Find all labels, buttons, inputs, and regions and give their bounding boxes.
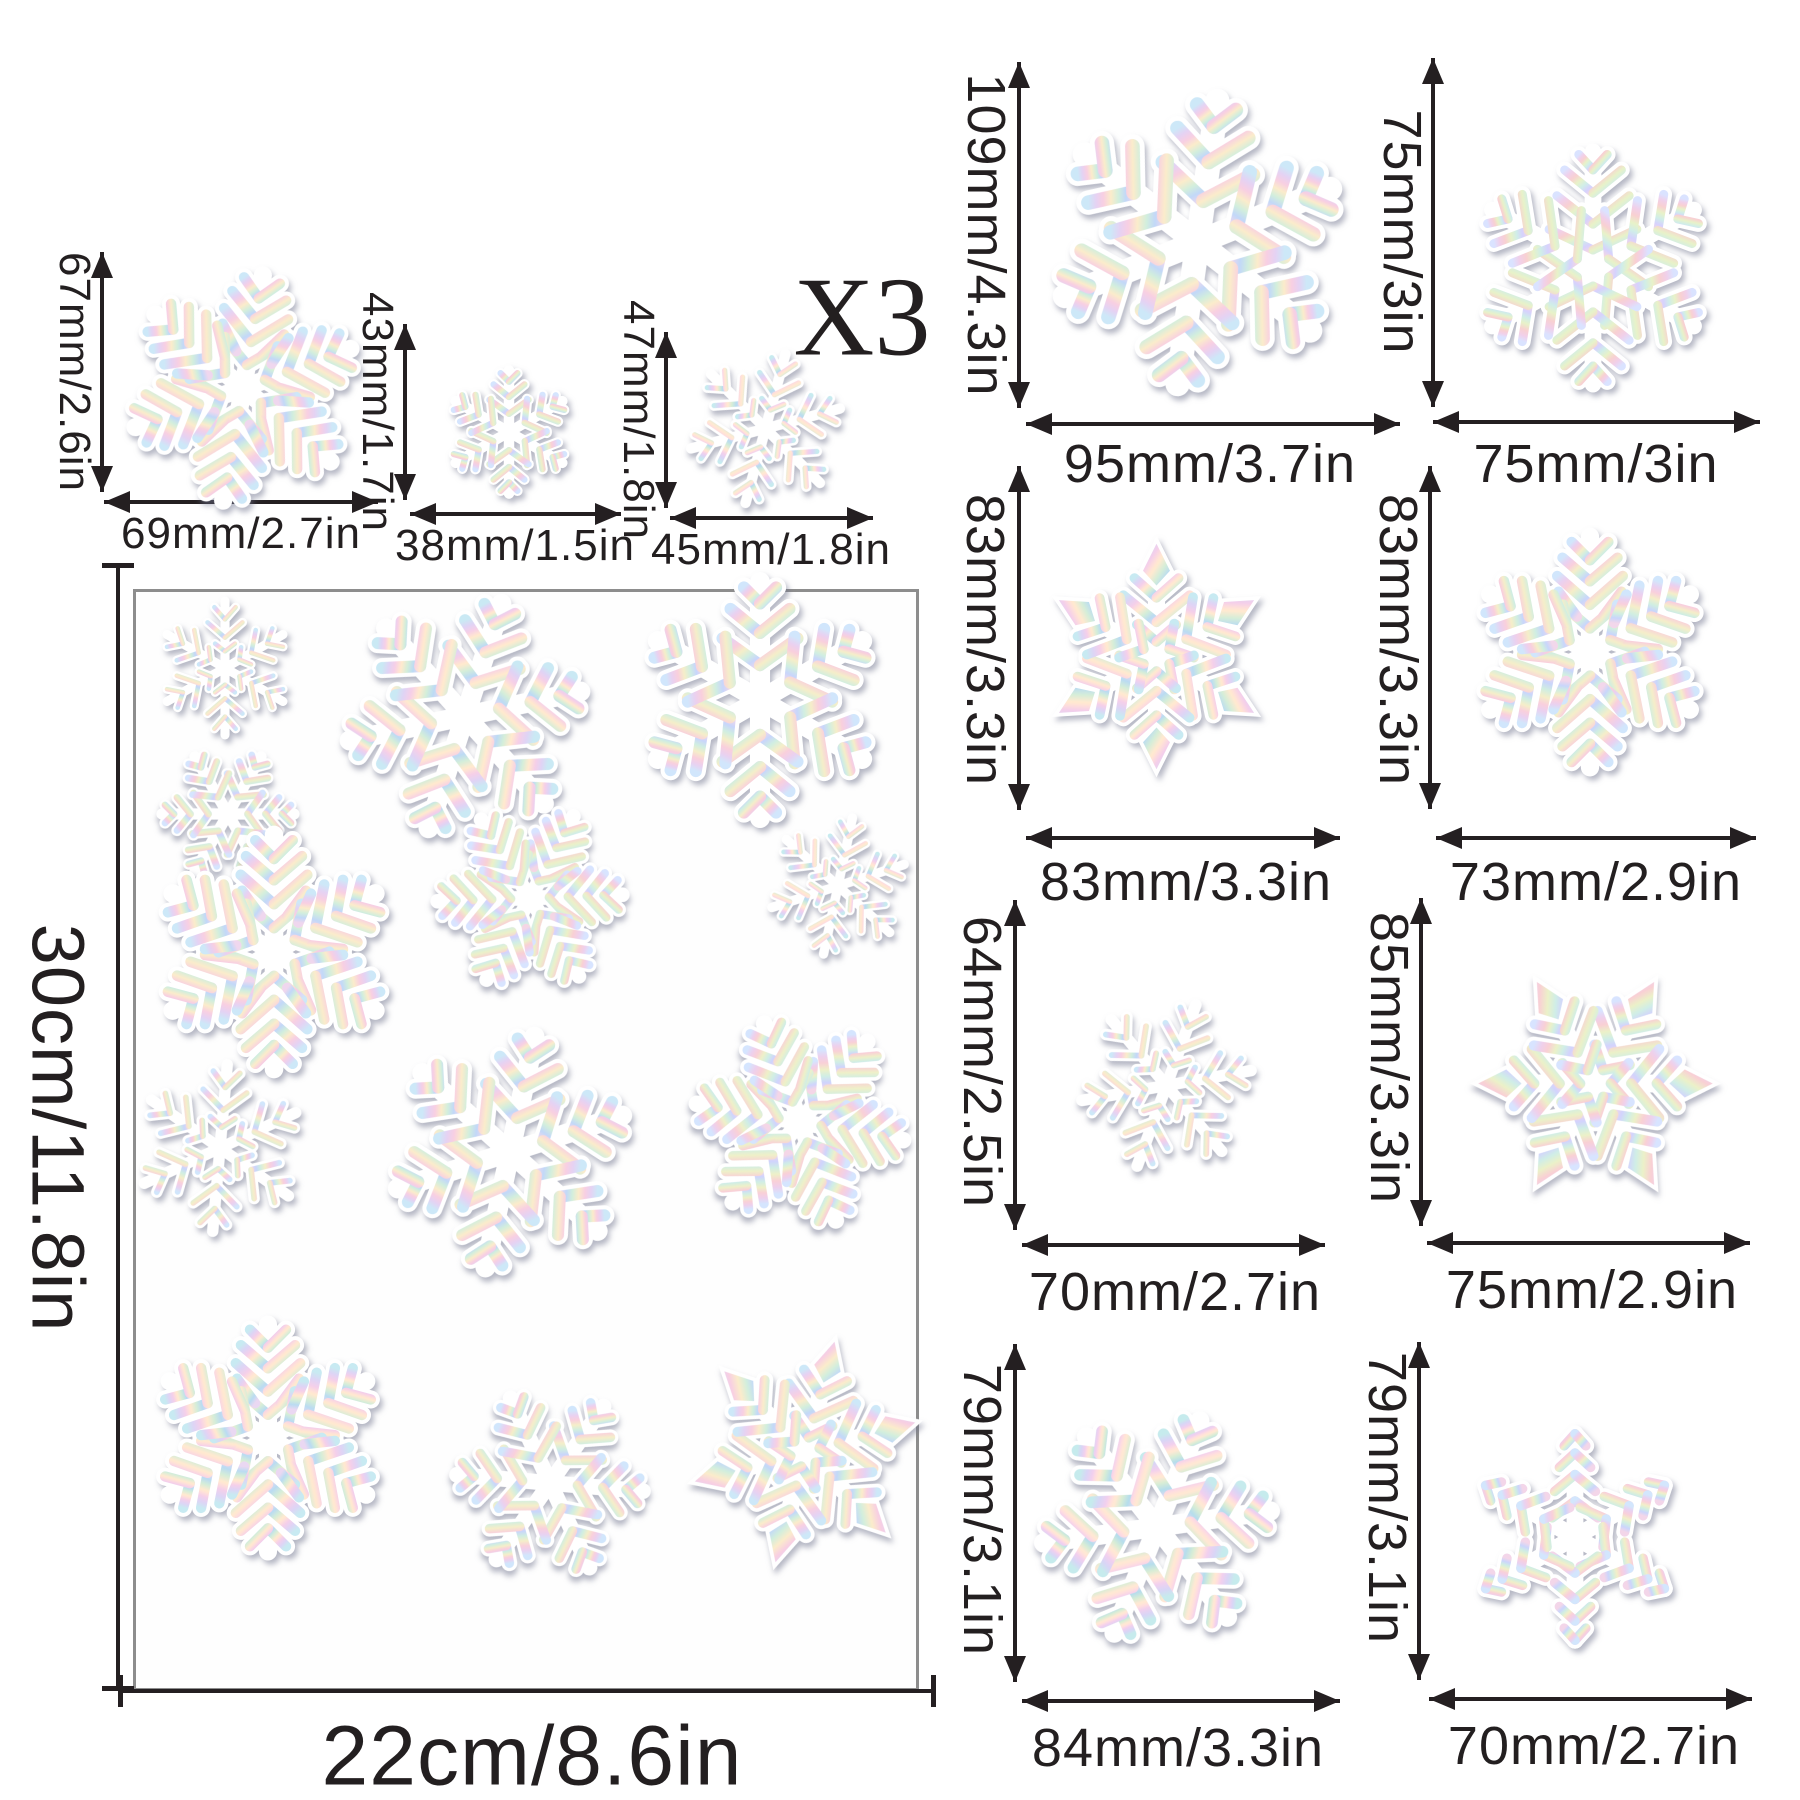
snowflake-sticker — [339, 593, 591, 839]
sheet-width-line — [118, 1675, 936, 1707]
dim-label-width: 83mm/3.3in — [1039, 852, 1333, 912]
dim-label-height: 83mm/3.3in — [1368, 493, 1428, 787]
snowflake-sticker — [1050, 88, 1344, 396]
dim-label-width: 38mm/1.5in — [395, 521, 635, 570]
dim-line-horizontal — [1026, 827, 1340, 849]
snowflake-sticker — [138, 1059, 302, 1237]
snowflake-sticker — [1476, 527, 1704, 777]
dim-label-height: 79mm/3.1in — [952, 1363, 1012, 1657]
snowflake-sticker — [387, 1026, 633, 1278]
snowflake-sticker — [430, 805, 630, 991]
dim-line-vertical — [1008, 62, 1030, 408]
dim-line-vertical — [1410, 898, 1432, 1226]
snowflake-sticker — [1075, 998, 1257, 1172]
sheet-height-label: 30cm/11.8in — [16, 923, 100, 1333]
dim-line-vertical — [1004, 1344, 1026, 1682]
snowflake-sticker — [767, 813, 909, 959]
snowflake-sticker — [156, 1315, 380, 1561]
snowflake-sticker — [156, 749, 300, 879]
dim-line-vertical — [1419, 466, 1441, 809]
dim-label-width: 95mm/3.7in — [1063, 434, 1357, 494]
snowflake-sticker — [162, 596, 288, 740]
dim-line-vertical — [1422, 58, 1444, 407]
dim-label-width: 69mm/2.7in — [121, 509, 361, 558]
dim-label-width: 75mm/2.9in — [1445, 1260, 1739, 1320]
dim-label-width: 70mm/2.7in — [1028, 1262, 1322, 1322]
snowflake-sticker — [449, 1388, 651, 1578]
snowflake-sticker — [685, 348, 845, 508]
dim-line-vertical — [1008, 466, 1030, 810]
dim-line-vertical — [655, 332, 677, 508]
dim-line-horizontal — [1022, 1690, 1340, 1712]
snowflake-sticker — [1051, 535, 1261, 777]
dim-label-height: 85mm/3.3in — [1359, 911, 1419, 1205]
dim-line-vertical — [1004, 900, 1026, 1230]
snowflake-sticker — [1479, 143, 1707, 393]
sheet-height-line — [102, 563, 134, 1691]
dim-label-height: 67mm/2.6in — [50, 252, 99, 492]
dim-line-horizontal — [410, 503, 621, 525]
dim-line-horizontal — [1022, 1234, 1325, 1256]
dim-label-height: 64mm/2.5in — [952, 915, 1012, 1209]
dim-label-height: 109mm/4.3in — [956, 73, 1016, 397]
dim-line-horizontal — [1433, 411, 1760, 433]
snowflake-sticker — [1469, 974, 1721, 1192]
snowflake-sticker — [448, 365, 570, 499]
snowflake-sticker — [1033, 1410, 1281, 1644]
snowflake-sticker — [158, 825, 390, 1079]
sheet-width-label: 22cm/8.6in — [321, 1708, 743, 1800]
snowflake-sticker — [125, 266, 361, 510]
snowflake-sticker — [686, 1333, 924, 1571]
dim-line-vertical — [1408, 1342, 1430, 1680]
multiplier-label: X3 — [793, 255, 931, 380]
dim-label-height: 79mm/3.1in — [1357, 1351, 1417, 1645]
dim-label-width: 75mm/3in — [1473, 434, 1719, 494]
dim-label-width: 70mm/2.7in — [1447, 1716, 1741, 1776]
snowflake-sticker — [688, 1014, 912, 1230]
dim-label-width: 45mm/1.8in — [651, 525, 891, 574]
dim-label-width: 84mm/3.3in — [1031, 1718, 1325, 1778]
dim-line-vertical — [91, 252, 113, 492]
dim-label-height: 83mm/3.3in — [955, 493, 1015, 787]
snowflake-sticker — [644, 572, 876, 828]
dim-label-height: 47mm/1.8in — [614, 300, 663, 540]
dim-label-height: 75mm/3in — [1372, 109, 1432, 355]
dim-line-horizontal — [1026, 413, 1400, 435]
dim-line-horizontal — [670, 507, 873, 529]
dim-line-horizontal — [1436, 827, 1756, 849]
snowflake-sticker — [1477, 1425, 1673, 1649]
dim-line-horizontal — [1427, 1232, 1750, 1254]
dim-line-vertical — [394, 324, 416, 500]
dim-line-horizontal — [1429, 1688, 1752, 1710]
dim-label-width: 73mm/2.9in — [1449, 852, 1743, 912]
